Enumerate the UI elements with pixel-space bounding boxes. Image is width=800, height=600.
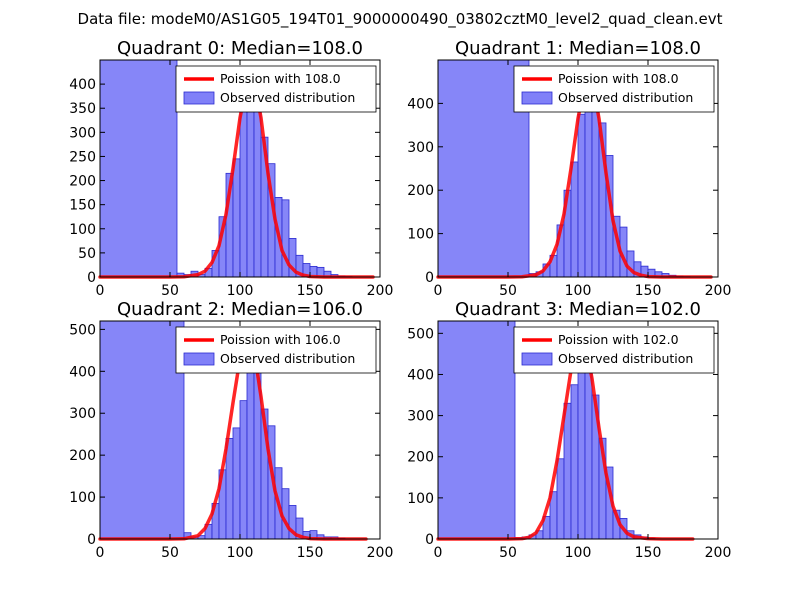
- y-tick-label: 400: [407, 367, 434, 383]
- histogram-bar: [232, 158, 241, 278]
- chart-title: Quadrant 3: Median=102.0: [455, 299, 701, 320]
- x-tick-label: 150: [635, 283, 662, 299]
- quadrant-1-chart: 0 50 100 150 200 0 100 200 300 400 Quadrant 1: Med…: [407, 38, 731, 299]
- legend-label-poisson: Poission with 106.0: [220, 332, 341, 347]
- histogram-bar: [556, 458, 565, 540]
- y-tick-label: 400: [69, 364, 96, 380]
- legend-label-poisson: Poission with 108.0: [558, 71, 679, 86]
- quadrant-3-chart: 0 50 100 150 200 0 100 200 300 400 500 Quadrant 3: …: [407, 299, 731, 561]
- chart-title: Quadrant 1: Median=108.0: [455, 38, 701, 59]
- x-tick-label: 200: [367, 545, 394, 561]
- y-tick-label: 400: [407, 96, 434, 112]
- y-tick-label: 100: [407, 491, 434, 507]
- histogram-bar: [437, 320, 516, 540]
- y-tick-label: 400: [69, 77, 96, 93]
- y-tick-label: 0: [425, 270, 434, 286]
- x-tick-label: 50: [161, 545, 179, 561]
- legend-label-observed: Observed distribution: [220, 351, 355, 366]
- y-tick-label: 0: [87, 270, 96, 286]
- x-tick-label: 150: [635, 545, 662, 561]
- legend-label-observed: Observed distribution: [558, 351, 693, 366]
- y-tick-label: 0: [87, 532, 96, 548]
- histogram-bar: [239, 110, 248, 278]
- x-tick-label: 100: [227, 545, 254, 561]
- y-tick-label: 150: [69, 198, 96, 214]
- y-tick-label: 100: [407, 227, 434, 243]
- legend: Poission with 108.0 Observed distribution: [175, 65, 377, 113]
- x-tick-label: 200: [705, 545, 732, 561]
- legend: Poission with 108.0 Observed distribution: [513, 65, 715, 113]
- chart-title: Quadrant 0: Median=108.0: [117, 38, 363, 59]
- chart-title: Quadrant 2: Median=106.0: [117, 299, 363, 320]
- x-tick-label: 50: [161, 283, 179, 299]
- y-tick-label: 50: [78, 246, 96, 262]
- histogram-bar: [570, 384, 579, 540]
- legend-bar-swatch: [521, 352, 553, 366]
- y-tick-label: 0: [425, 532, 434, 548]
- x-tick-label: 0: [434, 283, 443, 299]
- histogram-bars: [99, 320, 346, 540]
- x-tick-label: 0: [96, 545, 105, 561]
- histogram-bar: [570, 161, 579, 278]
- x-tick-label: 50: [499, 283, 517, 299]
- histogram-bar: [239, 400, 248, 540]
- y-tick-label: 300: [69, 406, 96, 422]
- legend: Poission with 106.0 Observed distribution: [175, 326, 377, 374]
- x-tick-label: 200: [367, 283, 394, 299]
- quadrant-0-chart: 0 50 100 150 200 0 50 100 150 200 250 300 350 400 Quad…: [69, 38, 393, 299]
- y-tick-label: 250: [69, 149, 96, 165]
- legend-bar-swatch: [183, 91, 215, 105]
- histogram-bar: [563, 402, 572, 540]
- figure-title: Data file: modeM0/AS1G05_194T01_90000004…: [78, 10, 723, 29]
- x-tick-label: 100: [565, 283, 592, 299]
- histogram-bars: [437, 320, 656, 540]
- y-tick-label: 300: [407, 140, 434, 156]
- x-tick-label: 150: [297, 283, 324, 299]
- y-tick-label: 300: [407, 409, 434, 425]
- y-tick-label: 200: [407, 183, 434, 199]
- y-tick-label: 300: [69, 125, 96, 141]
- legend-label-observed: Observed distribution: [558, 90, 693, 105]
- y-tick-label: 200: [69, 448, 96, 464]
- histogram-bar: [584, 83, 593, 278]
- x-tick-label: 0: [434, 545, 443, 561]
- histogram-bar: [232, 427, 241, 540]
- legend-label-poisson: Poission with 102.0: [558, 332, 679, 347]
- y-tick-label: 200: [407, 450, 434, 466]
- quadrant-2-chart: 0 50 100 150 200 0 100 200 300 400 500 Quadrant 2: …: [69, 299, 393, 561]
- histogram-bar: [577, 113, 586, 278]
- y-tick-label: 100: [69, 222, 96, 238]
- histogram-bar: [99, 59, 178, 278]
- x-tick-label: 150: [297, 545, 324, 561]
- x-tick-label: 100: [565, 545, 592, 561]
- legend-label-observed: Observed distribution: [220, 90, 355, 105]
- legend: Poission with 102.0 Observed distribution: [513, 326, 715, 374]
- y-tick-label: 100: [69, 490, 96, 506]
- x-tick-label: 0: [96, 283, 105, 299]
- y-tick-label: 200: [69, 174, 96, 190]
- y-tick-label: 500: [69, 322, 96, 338]
- legend-label-poisson: Poission with 108.0: [220, 71, 341, 86]
- y-tick-label: 350: [69, 101, 96, 117]
- x-tick-label: 50: [499, 545, 517, 561]
- histogram-bar: [99, 320, 185, 540]
- legend-bar-swatch: [183, 352, 215, 366]
- histogram-bar: [225, 437, 234, 540]
- y-tick-label: 500: [407, 326, 434, 342]
- x-tick-label: 200: [705, 283, 732, 299]
- x-tick-label: 100: [227, 283, 254, 299]
- legend-bar-swatch: [521, 91, 553, 105]
- histogram-bar: [577, 345, 586, 540]
